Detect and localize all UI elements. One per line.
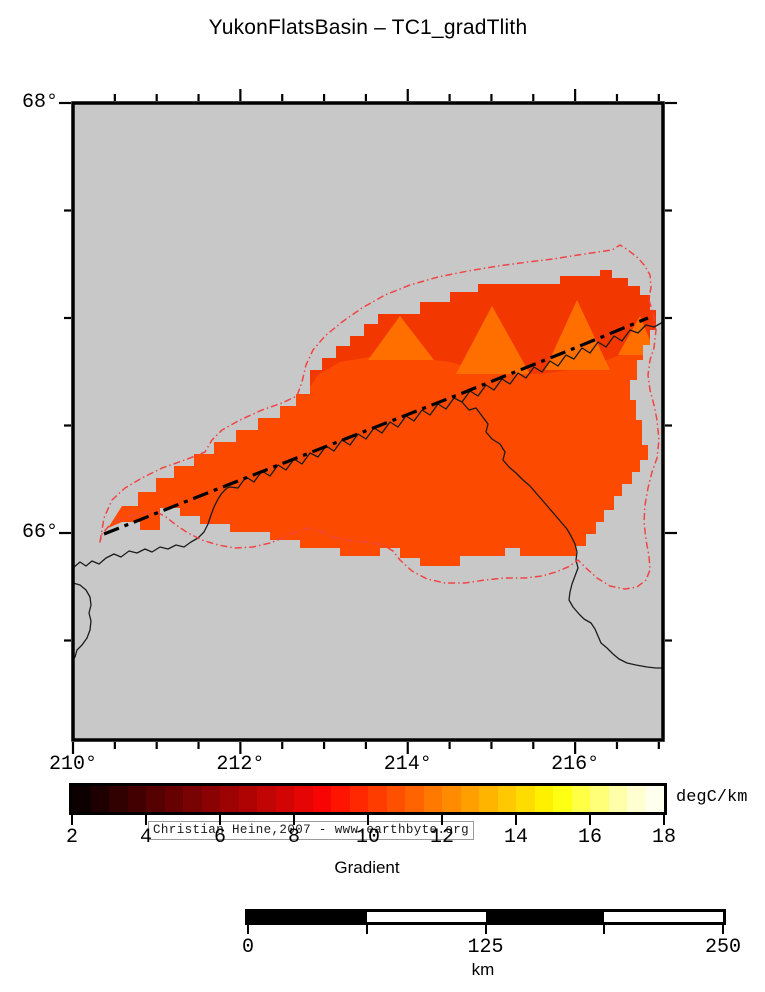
- colorbar-cell: [497, 786, 516, 812]
- river-south-branch: [461, 401, 663, 669]
- scalebar-segment: [604, 912, 723, 922]
- colorbar-cell: [442, 786, 461, 812]
- colorbar-cell: [90, 786, 109, 812]
- colorbar-tick-label: 12: [429, 826, 455, 849]
- scalebar-tick: [365, 925, 368, 934]
- colorbar-cell: [516, 786, 535, 812]
- scalebar-segment: [366, 912, 486, 922]
- colorbar-tick-label: 6: [213, 826, 227, 849]
- basin-peak-2: [456, 306, 530, 374]
- colorbar-cell: [553, 786, 572, 812]
- colorbar-cell: [386, 786, 405, 812]
- colorbar-cell: [590, 786, 609, 812]
- y-axis-label: 68°: [21, 91, 58, 114]
- colorbar-tick-label: 2: [65, 826, 79, 849]
- x-axis-label: 216°: [551, 753, 600, 776]
- scalebar-segment: [248, 912, 367, 922]
- colorbar-cell: [349, 786, 368, 812]
- figure-title: YukonFlatsBasin – TC1_gradTlith: [208, 16, 528, 39]
- colorbar-cell: [275, 786, 294, 812]
- colorbar-tick: [663, 815, 665, 825]
- colorbar-tick-label: 4: [139, 826, 153, 849]
- colorbar-cell: [146, 786, 165, 812]
- map-frame-border: [71, 101, 665, 742]
- x-axis-label: 210°: [48, 753, 98, 776]
- colorbar-cell: [608, 786, 627, 812]
- scalebar-tick-label: 125: [467, 936, 504, 959]
- scalebar-unit-label: km: [471, 960, 495, 979]
- map-area: Christian Heine,2007 - www.earthbyte.org: [59, 89, 677, 840]
- colorbar-tick: [515, 815, 517, 825]
- colorbar-tick-label: 8: [287, 826, 301, 849]
- colorbar-cell: [238, 786, 257, 812]
- map-frame-ticks: [59, 89, 677, 754]
- colorbar-cell: [312, 786, 331, 812]
- transect-dashdot-line: [103, 316, 649, 536]
- colorbar-tick: [145, 815, 147, 825]
- basin-outline-red-dashdot: [99, 244, 660, 590]
- colorbar: [69, 783, 667, 815]
- distance-scalebar: [245, 909, 726, 925]
- colorbar-tick-label: 14: [503, 826, 529, 849]
- x-axis-label: 214°: [383, 753, 432, 776]
- colorbar-cell: [571, 786, 590, 812]
- colorbar-tick-label: 10: [355, 826, 381, 849]
- scalebar-segment: [485, 912, 605, 922]
- west-edge-lake-outline: [72, 582, 92, 660]
- colorbar-cell: [220, 786, 239, 812]
- scalebar-tick: [247, 925, 249, 934]
- x-axis-label: 212°: [216, 753, 265, 776]
- scalebar-tick-label: 250: [704, 936, 742, 959]
- colorbar-cell: [72, 786, 91, 812]
- colorbar-cell: [331, 786, 350, 812]
- colorbar-cell: [201, 786, 220, 812]
- map-canvas: [59, 89, 677, 754]
- colorbar-cell: [627, 786, 646, 812]
- y-axis-label: 66°: [21, 521, 58, 544]
- colorbar-cell: [479, 786, 498, 812]
- colorbar-cell: [368, 786, 387, 812]
- colorbar-cell: [257, 786, 276, 812]
- scalebar-tick-label: 0: [241, 936, 255, 959]
- colorbar-tick-label: 18: [651, 826, 677, 849]
- colorbar-tick: [441, 815, 443, 825]
- scalebar-tick: [603, 925, 606, 934]
- colorbar-cell: [645, 786, 664, 812]
- colorbar-tick: [293, 815, 295, 825]
- colorbar-tick: [219, 815, 221, 825]
- colorbar-tick: [589, 815, 591, 825]
- attribution-box: Christian Heine,2007 - www.earthbyte.org: [148, 821, 475, 840]
- scalebar-tick: [484, 925, 487, 934]
- colorbar-unit-label: degC/km: [676, 788, 748, 807]
- colorbar-tick: [71, 815, 73, 825]
- colorbar-cell: [164, 786, 183, 812]
- scalebar-tick: [722, 925, 724, 934]
- colorbar-cell: [534, 786, 553, 812]
- colorbar-cell: [294, 786, 313, 812]
- colorbar-tick: [367, 815, 369, 825]
- colorbar-cell: [183, 786, 202, 812]
- colorbar-title: Gradient: [334, 858, 400, 877]
- colorbar-cell: [405, 786, 424, 812]
- basin-peak-1: [368, 316, 434, 360]
- colorbar-cell: [460, 786, 479, 812]
- river-coastline: [72, 321, 664, 569]
- colorbar-cell: [423, 786, 442, 812]
- colorbar-tick-label: 16: [577, 826, 603, 849]
- colorbar-cell: [109, 786, 128, 812]
- colorbar-cell: [127, 786, 146, 812]
